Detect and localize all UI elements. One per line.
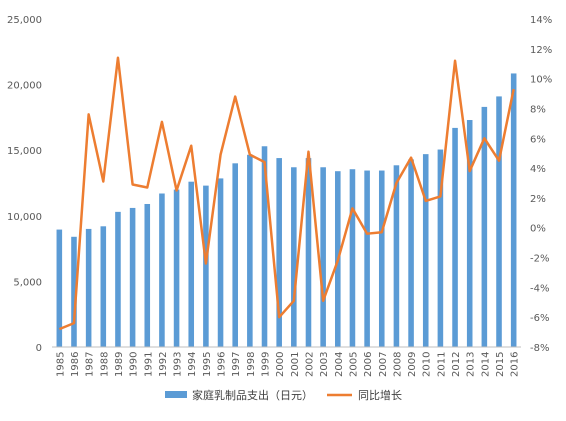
y-right-tick-label: -6% <box>530 313 549 324</box>
bar-2006 <box>364 170 370 347</box>
x-tick-label: 2008 <box>392 352 403 377</box>
y-right-tick-label: 14% <box>530 15 552 26</box>
y-right-tick-label: -4% <box>530 283 549 294</box>
bar-2003 <box>320 167 326 347</box>
x-tick-label: 2006 <box>363 352 374 377</box>
x-tick-label: 2012 <box>451 352 462 377</box>
x-tick-label: 2000 <box>275 352 286 377</box>
legend: 家庭乳制品支出（日元） 同比增长 <box>165 388 402 402</box>
y-right-tick-label: -8% <box>530 343 549 354</box>
bar-1987 <box>85 228 92 347</box>
legend-label-line: 同比增长 <box>358 388 402 402</box>
y-right-tick-label: 6% <box>530 134 546 145</box>
x-tick-label: 1997 <box>231 352 242 377</box>
x-tick-label: 2004 <box>334 352 345 377</box>
x-tick-label: 1987 <box>85 352 96 377</box>
x-tick-label: 2015 <box>495 352 506 377</box>
bar-series <box>56 73 517 348</box>
y-right-tick-label: 4% <box>530 164 546 175</box>
bar-1992 <box>159 193 165 347</box>
x-tick-label: 2001 <box>290 352 301 377</box>
x-tick-label: 1989 <box>114 352 125 377</box>
x-tick-label: 2014 <box>480 352 491 377</box>
bar-1999 <box>261 146 268 347</box>
y-left-tick-label: 25,000 <box>7 15 42 26</box>
bar-2014 <box>481 106 488 348</box>
x-tick-label: 1990 <box>129 352 140 377</box>
x-tick-label: 2003 <box>319 352 330 377</box>
x-tick-label: 2016 <box>510 352 521 377</box>
bar-2012 <box>452 127 458 348</box>
x-tick-label: 1988 <box>99 352 110 377</box>
bar-2005 <box>349 169 356 347</box>
bar-2011 <box>437 149 444 347</box>
bar-2015 <box>496 96 502 347</box>
bar-1993 <box>173 189 180 347</box>
bar-1991 <box>144 203 151 347</box>
y-right-tick-label: 0% <box>530 224 546 235</box>
bar-2007 <box>378 170 385 347</box>
x-tick-label: 1986 <box>70 352 81 377</box>
y-axis-right-ticks: -8% -6% -4% -2% 0% 2% 4% 6% 8% 10% 12% 14% <box>530 15 552 354</box>
bar-2013 <box>466 120 473 348</box>
bar-2009 <box>408 159 414 347</box>
growth-line <box>58 56 515 331</box>
line-series <box>58 56 515 331</box>
bar-1997 <box>232 163 238 347</box>
y-left-tick-label: 10,000 <box>7 212 42 223</box>
y-right-tick-label: -2% <box>530 254 549 265</box>
y-right-tick-label: 2% <box>530 194 546 205</box>
bar-2002 <box>305 158 312 347</box>
bar-1995 <box>203 185 209 347</box>
x-tick-label: 1993 <box>173 352 184 377</box>
x-tick-label: 1994 <box>187 352 198 377</box>
x-tick-label: 2005 <box>348 352 359 377</box>
bar-1996 <box>217 178 224 347</box>
x-tick-label: 1999 <box>261 352 272 377</box>
bar-1994 <box>188 181 195 347</box>
x-tick-label: 2009 <box>407 352 418 377</box>
y-right-tick-label: 12% <box>530 45 552 56</box>
x-tick-label: 1991 <box>143 352 154 377</box>
bar-2000 <box>276 158 282 347</box>
legend-label-bar: 家庭乳制品支出（日元） <box>192 388 313 402</box>
x-tick-label: 1998 <box>246 352 257 377</box>
bar-2008 <box>393 165 400 347</box>
x-tick-label: 1996 <box>217 352 228 377</box>
y-axis-left-ticks: 0 5,000 10,000 15,000 20,000 25,000 <box>7 15 42 354</box>
x-tick-label: 2013 <box>466 352 477 377</box>
bar-1990 <box>129 207 136 347</box>
bar-1988 <box>100 226 107 347</box>
bar-1989 <box>115 211 121 347</box>
legend-swatch-bar <box>165 391 187 398</box>
y-right-tick-label: 8% <box>530 104 546 115</box>
bar-2001 <box>291 167 297 347</box>
bar-2016 <box>510 73 517 347</box>
x-tick-label: 2011 <box>436 352 447 377</box>
x-tick-label: 2010 <box>422 352 433 377</box>
bar-1998 <box>247 154 253 347</box>
x-axis-ticks: 1985 1986 1987 1988 1989 1990 1991 1992 1993 1994… <box>55 352 520 377</box>
y-left-tick-label: 5,000 <box>13 277 42 288</box>
x-tick-label: 1995 <box>202 352 213 377</box>
y-left-tick-label: 0 <box>36 343 42 354</box>
y-right-tick-label: 10% <box>530 75 552 86</box>
bar-1985 <box>56 229 63 347</box>
y-left-tick-label: 20,000 <box>7 81 42 92</box>
x-tick-label: 1985 <box>55 352 66 377</box>
x-tick-label: 1992 <box>158 352 169 377</box>
bar-2010 <box>422 154 429 347</box>
x-tick-label: 2007 <box>378 352 389 377</box>
x-tick-label: 2002 <box>304 352 315 377</box>
y-left-tick-label: 15,000 <box>7 146 42 157</box>
bar-1986 <box>71 236 77 347</box>
